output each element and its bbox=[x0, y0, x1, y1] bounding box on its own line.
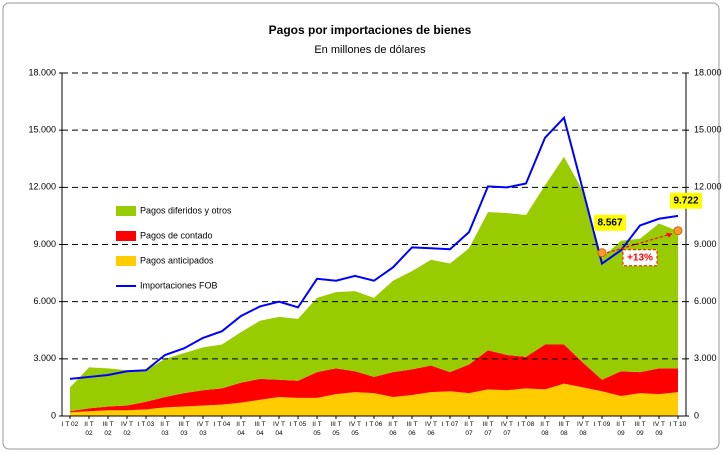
x-tick-label: III T 03 bbox=[178, 421, 190, 437]
x-tick-label: II T 04 bbox=[236, 421, 246, 437]
x-tick-label: IV T 07 bbox=[501, 421, 513, 437]
x-tick-label: II T 09 bbox=[616, 421, 626, 437]
x-tick-label: IV T 03 bbox=[197, 421, 209, 437]
line bbox=[69, 115, 679, 380]
annotation-box bbox=[670, 192, 702, 209]
y2-tick-label: 6.000 bbox=[694, 296, 717, 306]
legend-swatch bbox=[116, 256, 136, 266]
annotation-point bbox=[597, 248, 607, 258]
x-tick-label: IV T 05 bbox=[349, 421, 361, 437]
area bbox=[70, 156, 678, 412]
x-tick-label: I T 02 bbox=[61, 421, 79, 428]
x-tick-label: IV T 02 bbox=[121, 421, 133, 437]
x-tick-label: I T 05 bbox=[289, 421, 307, 428]
y-tick-label: 18.000 bbox=[28, 67, 56, 77]
x-tick-label: I T 10 bbox=[669, 421, 687, 428]
annotation-label: 9.722 bbox=[673, 195, 698, 206]
annotation-label: 8.567 bbox=[597, 217, 622, 228]
y2-tick-label: 3.000 bbox=[694, 353, 717, 363]
x-tick-label: I T 09 bbox=[593, 421, 611, 428]
y-tick-label: 0 bbox=[51, 410, 56, 420]
change-box bbox=[622, 249, 658, 267]
y2-tick-label: 15.000 bbox=[694, 125, 722, 135]
x-tick-label: II T 02 bbox=[84, 421, 94, 437]
chart-title: Pagos por importaciones de bienes bbox=[269, 23, 472, 37]
y2-tick-label: 0 bbox=[694, 410, 699, 420]
x-tick-label: III T 04 bbox=[254, 421, 266, 437]
x-tick-label: III T 06 bbox=[406, 421, 418, 437]
legend-label: Pagos diferidos y otros bbox=[140, 205, 232, 215]
y2-tick-label: 9.000 bbox=[694, 239, 717, 249]
x-tick-label: III T 05 bbox=[330, 421, 342, 437]
legend-label: Importaciones FOB bbox=[140, 280, 218, 290]
y2-tick-label: 18.000 bbox=[694, 67, 722, 77]
area bbox=[70, 383, 678, 416]
x-tick-label: I T 06 bbox=[365, 421, 383, 428]
change-label: +13% bbox=[627, 252, 653, 263]
x-tick-label: III T 02 bbox=[102, 421, 114, 437]
x-tick-label: III T 09 bbox=[634, 421, 646, 437]
y-tick-label: 12.000 bbox=[28, 182, 56, 192]
legend-label: Pagos anticipados bbox=[140, 255, 214, 265]
legend-swatch bbox=[116, 231, 136, 241]
area bbox=[70, 344, 678, 413]
y2-tick-label: 12.000 bbox=[694, 182, 722, 192]
x-tick-label: III T 07 bbox=[482, 421, 494, 437]
x-tick-label: IV T 04 bbox=[273, 421, 285, 437]
x-tick-label: II T 06 bbox=[388, 421, 398, 437]
x-tick-label: II T 05 bbox=[312, 421, 322, 437]
x-tick-label: I T 03 bbox=[137, 421, 155, 428]
legend-swatch bbox=[116, 206, 136, 216]
legend-label: Pagos de contado bbox=[140, 230, 213, 240]
x-tick-label: I T 04 bbox=[213, 421, 231, 428]
annotation-point bbox=[673, 226, 683, 236]
x-tick-label: II T 03 bbox=[160, 421, 170, 437]
y-tick-label: 3.000 bbox=[33, 353, 56, 363]
annotation-box bbox=[594, 214, 626, 231]
x-tick-label: II T 07 bbox=[464, 421, 474, 437]
x-tick-label: I T 08 bbox=[517, 421, 535, 428]
x-tick-label: IV T 08 bbox=[577, 421, 589, 437]
y-tick-label: 15.000 bbox=[28, 125, 56, 135]
y-tick-label: 6.000 bbox=[33, 296, 56, 306]
change-arrow bbox=[606, 233, 673, 254]
x-tick-label: II T 08 bbox=[540, 421, 550, 437]
y-tick-label: 9.000 bbox=[33, 239, 56, 249]
arrow-head bbox=[666, 232, 672, 238]
x-tick-label: I T 07 bbox=[441, 421, 459, 428]
x-tick-label: IV T 09 bbox=[653, 421, 665, 437]
chart-subtitle: En millones de dólares bbox=[314, 44, 426, 56]
x-tick-label: IV T 06 bbox=[425, 421, 437, 437]
x-tick-label: III T 08 bbox=[558, 421, 570, 437]
